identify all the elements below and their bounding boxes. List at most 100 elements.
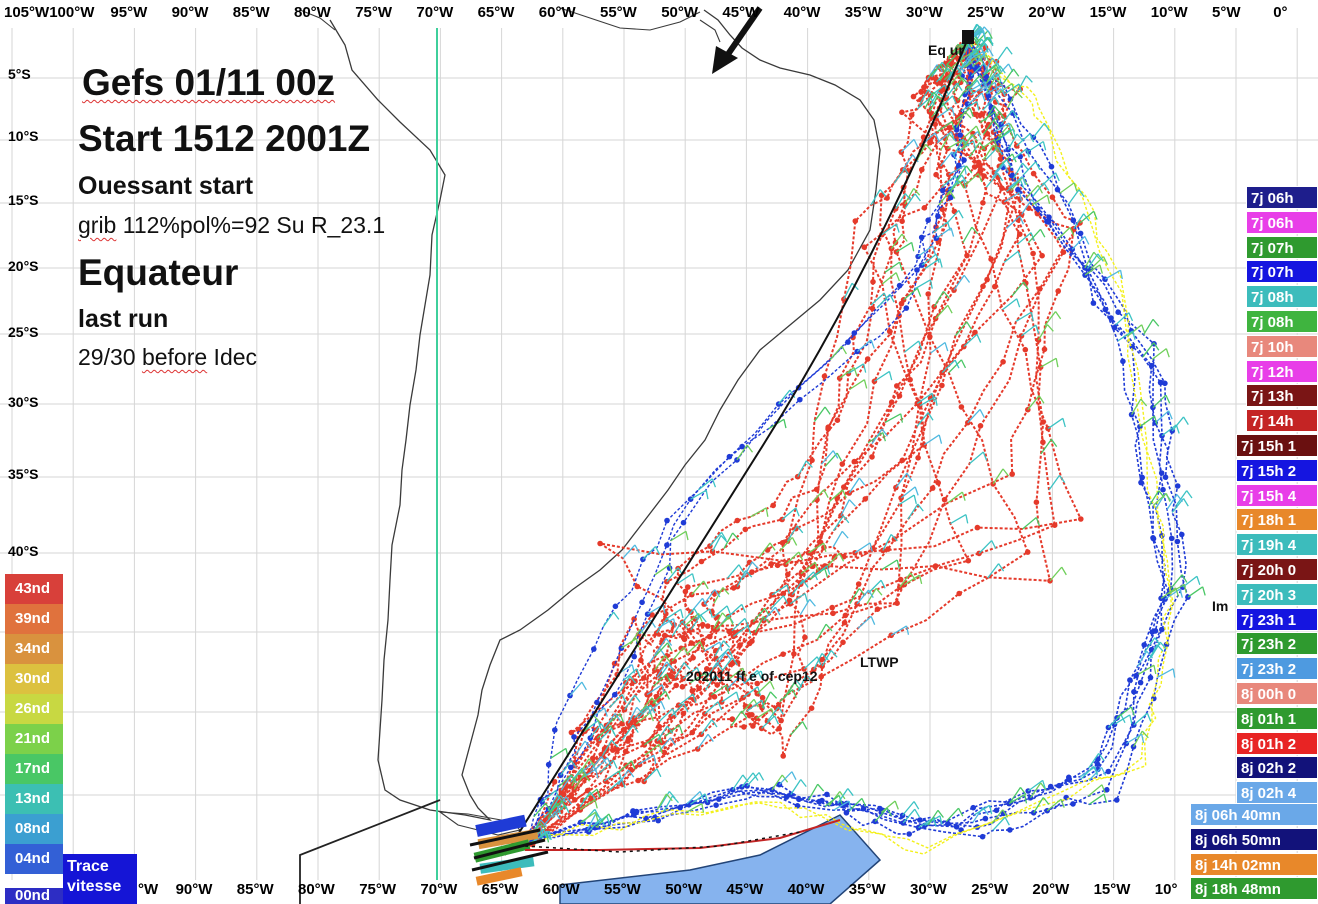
wind-barb — [1161, 424, 1180, 437]
wind-barb — [1152, 394, 1171, 409]
speed-legend-box: Trace vitesse — [63, 854, 137, 904]
route-point — [778, 717, 784, 724]
wind-barb — [703, 589, 721, 605]
route-point — [1120, 358, 1126, 365]
wind-barb — [711, 684, 730, 696]
route-point — [869, 305, 876, 312]
wind-barb — [1048, 474, 1066, 491]
longitude-label: 75°W — [359, 881, 397, 898]
wind-barb — [621, 724, 639, 740]
route-point — [687, 496, 694, 503]
route-point — [591, 646, 597, 652]
wind-barb — [1015, 311, 1034, 323]
wind-barb — [603, 770, 622, 782]
wind-barb — [766, 706, 784, 722]
time-legend-item: 8j 06h 50mn — [1190, 827, 1318, 851]
wind-barb — [936, 131, 955, 144]
wind-barb — [985, 77, 1002, 94]
route-point — [552, 727, 558, 733]
route-point — [935, 480, 941, 486]
wind-barb — [870, 189, 887, 206]
route-point — [925, 217, 931, 223]
wind-barb — [670, 703, 689, 717]
route-point — [802, 634, 808, 641]
wind-barb — [969, 451, 988, 465]
time-legend-item: 7j 15h 2 — [1236, 458, 1318, 482]
time-legend-item: 8j 01h 2 — [1236, 731, 1318, 755]
wind-barb — [646, 684, 665, 696]
time-legend-item: 8j 06h 40mn — [1190, 803, 1318, 826]
wind-barb — [946, 209, 964, 225]
route-point — [1147, 674, 1154, 681]
wind-barb — [930, 341, 949, 354]
route-point — [794, 473, 801, 480]
route-point — [545, 761, 552, 768]
wind-barb — [914, 279, 933, 290]
longitude-label: °W — [138, 881, 159, 898]
route-point — [668, 673, 675, 680]
wind-barb — [983, 57, 999, 75]
route-point — [663, 610, 669, 617]
wind-barb — [721, 657, 738, 673]
time-legend-item: 7j 12h — [1246, 359, 1318, 383]
wind-barb — [1027, 228, 1046, 244]
wind-barb — [573, 773, 591, 790]
route-point — [1000, 359, 1006, 365]
wind-barb — [968, 142, 986, 158]
wind-barb — [1143, 637, 1161, 653]
route-track — [530, 39, 1167, 841]
wind-barb — [945, 807, 964, 822]
route-point — [1070, 801, 1076, 807]
wind-barb — [790, 779, 807, 795]
route-point — [635, 777, 641, 784]
wind-barb — [809, 568, 829, 580]
route-point — [734, 517, 741, 524]
wind-barb — [690, 793, 709, 805]
longitude-label: 85°W — [236, 881, 274, 898]
longitude-label: 45°W — [726, 881, 764, 898]
wind-barb — [927, 809, 944, 826]
wind-barb — [596, 813, 614, 828]
wind-barb — [1166, 494, 1183, 510]
route-point — [597, 540, 603, 547]
longitude-label: 25°W — [971, 881, 1009, 898]
wind-barb — [723, 532, 740, 549]
route-point — [946, 171, 952, 178]
wind-barb — [970, 62, 989, 77]
wind-barb — [903, 287, 922, 301]
route-track — [530, 39, 1021, 844]
wind-barb — [890, 233, 908, 250]
wind-barb — [997, 83, 1016, 95]
wind-barb — [902, 154, 919, 171]
route-point — [970, 804, 976, 811]
route-point — [886, 328, 893, 335]
wind-barb — [982, 144, 1000, 161]
route-point — [571, 734, 577, 740]
route-point — [940, 187, 946, 194]
wind-barb — [778, 771, 797, 786]
route-point — [885, 546, 891, 552]
route-point — [680, 519, 687, 526]
route-point — [1160, 486, 1166, 493]
route-point — [952, 53, 959, 60]
wind-barb — [881, 272, 900, 285]
wind-barb — [704, 674, 722, 691]
south-america-coastline — [329, 9, 881, 822]
wind-barb — [761, 691, 778, 709]
route-point — [1174, 538, 1181, 545]
time-legend-item: 7j 13h — [1246, 384, 1318, 408]
wind-barb — [786, 525, 804, 542]
route-point — [1077, 230, 1084, 237]
wind-barb — [789, 592, 809, 605]
wind-barb — [656, 661, 673, 678]
longitude-label: 10° — [1154, 881, 1178, 898]
wind-barb — [967, 92, 986, 105]
wind-barb — [580, 768, 599, 780]
wind-barb — [1080, 765, 1099, 780]
longitude-label: 40°W — [783, 4, 821, 21]
time-legend-item: 7j 07h — [1246, 235, 1318, 259]
longitude-label: 15°W — [1093, 881, 1131, 898]
route-point — [825, 426, 831, 432]
route-point — [797, 396, 803, 403]
wind-barb — [1142, 342, 1160, 358]
